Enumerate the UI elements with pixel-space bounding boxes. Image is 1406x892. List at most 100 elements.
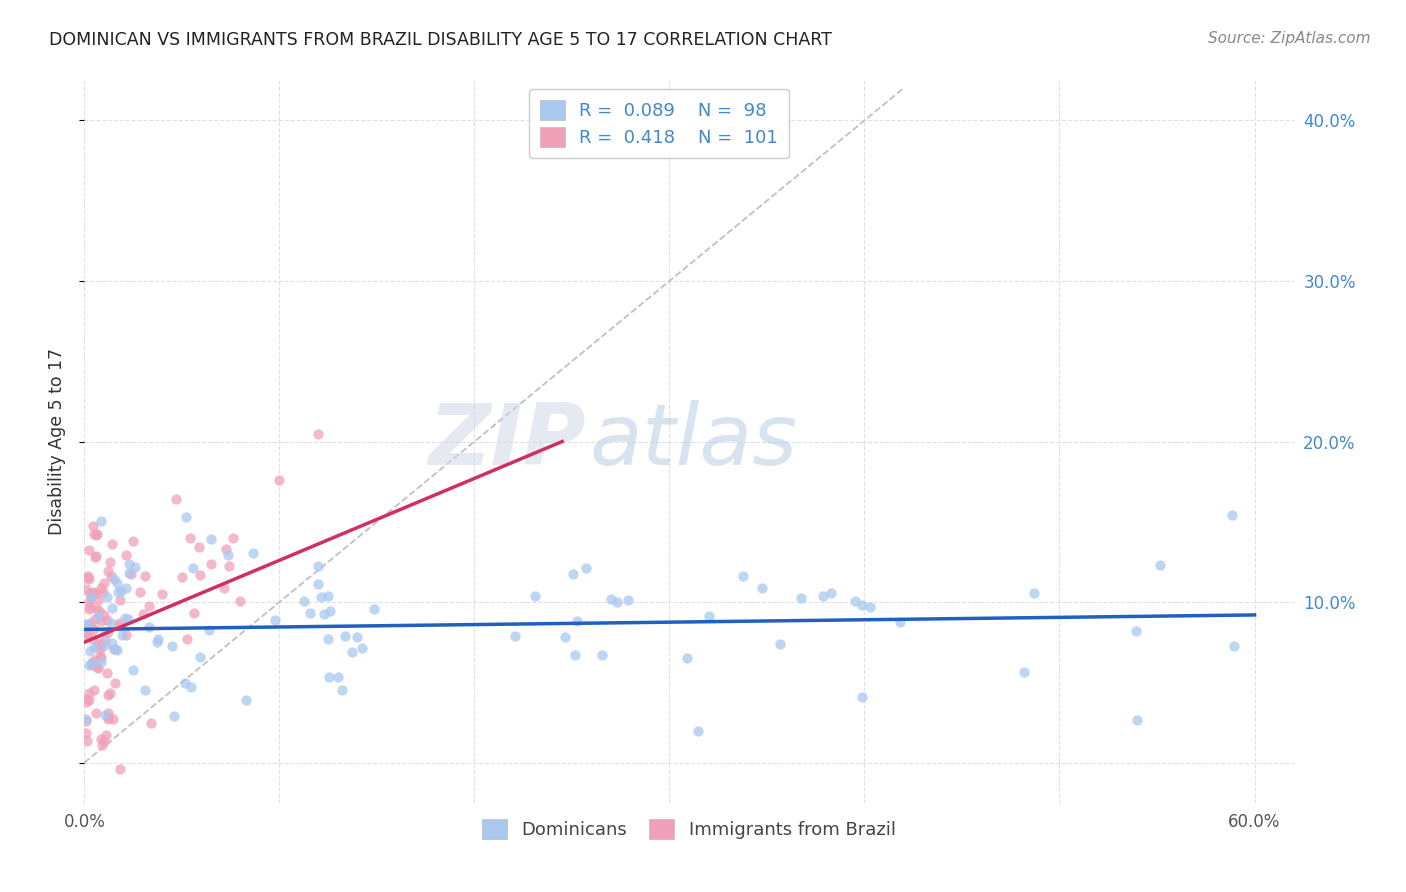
Point: [80, 631, 103, 645]
Point: [117, 566, 139, 581]
Point: [1022, 586, 1045, 600]
Point: [131, 607, 153, 621]
Point: [134, 682, 156, 697]
Point: [731, 569, 754, 583]
Point: [200, 558, 222, 572]
Point: [564, 648, 586, 663]
Point: [101, 601, 124, 615]
Point: [120, 567, 142, 582]
Point: [91, 585, 114, 599]
Point: [163, 709, 186, 723]
Text: ZIP: ZIP: [429, 400, 586, 483]
Point: [138, 599, 160, 614]
Point: [79, 686, 101, 700]
Point: [187, 540, 209, 554]
Point: [150, 587, 173, 601]
Point: [83, 549, 105, 564]
Point: [115, 581, 138, 595]
Point: [183, 606, 205, 620]
Point: [87, 609, 110, 624]
Point: [76, 571, 98, 585]
Point: [222, 531, 245, 545]
Point: [350, 640, 373, 655]
Point: [859, 600, 882, 615]
Point: [108, 618, 131, 632]
Point: [75, 712, 97, 726]
Point: [188, 567, 211, 582]
Point: [77, 543, 100, 558]
Point: [79, 644, 101, 658]
Point: [90, 656, 112, 670]
Point: [97, 706, 120, 721]
Point: [298, 606, 321, 620]
Point: [1012, 665, 1035, 679]
Point: [180, 681, 202, 695]
Point: [139, 716, 162, 731]
Point: [107, 615, 129, 630]
Point: [173, 676, 195, 690]
Point: [77, 595, 100, 609]
Point: [148, 632, 170, 646]
Point: [77, 657, 100, 672]
Point: [217, 548, 239, 562]
Point: [179, 532, 201, 546]
Point: [93, 576, 115, 591]
Point: [84, 549, 107, 563]
Point: [122, 533, 145, 548]
Point: [606, 595, 628, 609]
Point: [889, 615, 911, 629]
Point: [87, 635, 110, 649]
Point: [561, 566, 583, 581]
Point: [104, 676, 127, 690]
Point: [129, 584, 152, 599]
Point: [100, 555, 122, 569]
Point: [591, 648, 613, 662]
Point: [319, 604, 342, 618]
Point: [188, 649, 211, 664]
Point: [75, 628, 97, 642]
Point: [90, 581, 112, 595]
Point: [75, 696, 97, 710]
Point: [93, 607, 115, 622]
Point: [103, 572, 125, 586]
Point: [90, 651, 112, 665]
Point: [124, 559, 146, 574]
Point: [79, 591, 101, 605]
Point: [83, 640, 105, 655]
Point: [751, 581, 773, 595]
Point: [312, 607, 335, 622]
Point: [75, 617, 97, 632]
Point: [98, 686, 121, 700]
Point: [94, 638, 117, 652]
Point: [311, 590, 333, 604]
Point: [89, 604, 111, 618]
Point: [789, 591, 811, 605]
Point: [675, 650, 697, 665]
Point: [101, 636, 124, 650]
Point: [87, 661, 110, 675]
Point: [76, 569, 98, 583]
Point: [330, 683, 353, 698]
Y-axis label: Disability Age 5 to 17: Disability Age 5 to 17: [48, 348, 66, 535]
Point: [108, 762, 131, 776]
Point: [87, 593, 110, 607]
Point: [76, 618, 98, 632]
Point: [75, 726, 97, 740]
Point: [96, 591, 118, 605]
Point: [316, 632, 339, 647]
Point: [769, 637, 792, 651]
Point: [75, 582, 97, 596]
Point: [326, 670, 349, 684]
Point: [115, 549, 138, 563]
Point: [138, 620, 160, 634]
Point: [94, 728, 117, 742]
Point: [84, 586, 107, 600]
Point: [77, 693, 100, 707]
Point: [86, 602, 108, 616]
Point: [80, 591, 103, 605]
Point: [235, 693, 257, 707]
Point: [97, 564, 120, 578]
Point: [96, 613, 118, 627]
Point: [77, 572, 100, 586]
Point: [105, 576, 128, 591]
